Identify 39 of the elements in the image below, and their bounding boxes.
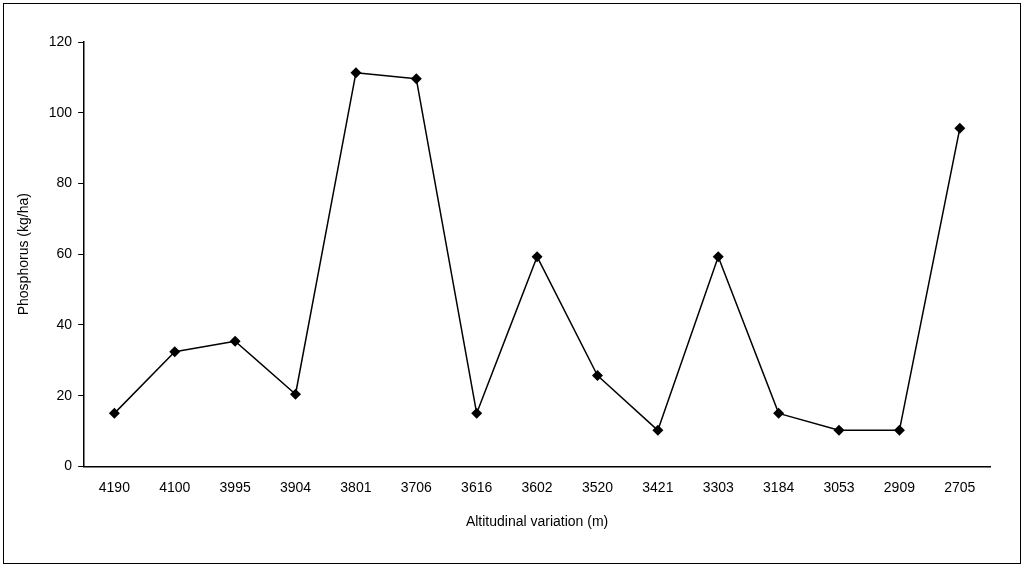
x-tick-label: 3421 [642, 478, 674, 495]
y-tick-label: 20 [56, 386, 73, 403]
x-tick-label: 2909 [883, 478, 916, 495]
point [531, 251, 543, 263]
x-tick-label: 4100 [159, 478, 191, 495]
x-tick-label: 3616 [461, 478, 493, 495]
x-tick-label: 2705 [944, 478, 976, 495]
y-tick-label: 60 [56, 245, 73, 262]
point [410, 73, 422, 85]
y-tick-label: 120 [48, 32, 73, 49]
x-tick-label: 3904 [279, 478, 312, 495]
point [169, 346, 181, 358]
point [108, 407, 120, 419]
y-tick-label: 0 [64, 457, 73, 474]
point [591, 370, 603, 382]
x-tick-label: 3706 [400, 478, 433, 495]
point [229, 335, 241, 347]
y-tick-label: 100 [48, 103, 73, 120]
point [290, 388, 302, 400]
x-tick-label: 3303 [702, 478, 735, 495]
point [712, 251, 724, 263]
point [773, 407, 785, 419]
point [350, 67, 362, 79]
x-tick-label: 4190 [98, 478, 131, 495]
x-tick-label: 3801 [340, 478, 372, 495]
x-tick-label: 3995 [219, 478, 251, 495]
point [833, 424, 845, 436]
x-tick-label: 3520 [581, 478, 614, 495]
point [954, 122, 966, 134]
point [893, 424, 905, 436]
y-tick-label: 80 [56, 174, 73, 191]
x-tick-label: 3184 [763, 478, 795, 495]
x-axis-title: Altitudinal variation (m) [465, 513, 609, 530]
y-axis-title: Phosphorus (kg/ha) [15, 193, 32, 316]
x-tick-label: 3053 [823, 478, 855, 495]
x-tick-label: 3602 [521, 478, 553, 495]
point [471, 407, 483, 419]
y-tick-label: 40 [56, 315, 73, 332]
point [652, 424, 664, 436]
